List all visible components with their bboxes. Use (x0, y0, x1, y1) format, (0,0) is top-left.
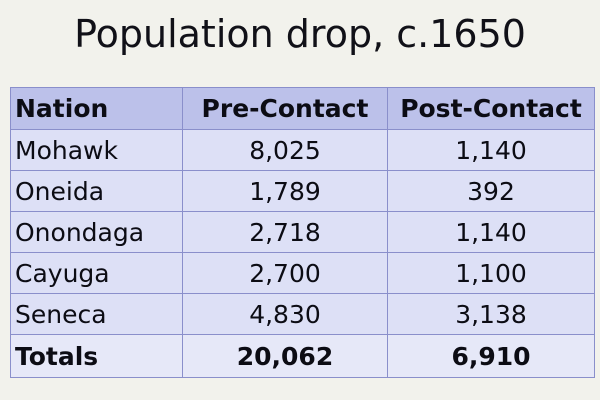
header-pre-contact: Pre-Contact (182, 87, 388, 130)
table-row: Oneida 1,789 392 (10, 170, 595, 212)
header-nation: Nation (10, 87, 183, 130)
slide-title: Population drop, c.1650 (74, 12, 526, 56)
cell-nation: Onondaga (10, 211, 183, 253)
cell-post-contact: 1,140 (387, 129, 595, 171)
cell-nation: Cayuga (10, 252, 183, 294)
header-post-contact: Post-Contact (387, 87, 595, 130)
population-table: Nation Pre-Contact Post-Contact Mohawk 8… (10, 87, 595, 378)
table-row: Onondaga 2,718 1,140 (10, 211, 595, 253)
cell-nation: Oneida (10, 170, 183, 212)
table-row: Cayuga 2,700 1,100 (10, 252, 595, 294)
cell-pre-contact: 1,789 (182, 170, 388, 212)
table-row: Seneca 4,830 3,138 (10, 293, 595, 335)
cell-pre-contact: 2,718 (182, 211, 388, 253)
cell-post-contact: 1,100 (387, 252, 595, 294)
cell-pre-contact: 8,025 (182, 129, 388, 171)
table-header-row: Nation Pre-Contact Post-Contact (10, 87, 595, 130)
cell-nation: Seneca (10, 293, 183, 335)
cell-pre-contact: 2,700 (182, 252, 388, 294)
totals-pre-contact: 20,062 (182, 334, 388, 378)
totals-post-contact: 6,910 (387, 334, 595, 378)
totals-row: Totals 20,062 6,910 (10, 334, 595, 378)
cell-post-contact: 3,138 (387, 293, 595, 335)
cell-post-contact: 1,140 (387, 211, 595, 253)
table-row: Mohawk 8,025 1,140 (10, 129, 595, 171)
cell-pre-contact: 4,830 (182, 293, 388, 335)
totals-label: Totals (10, 334, 183, 378)
cell-nation: Mohawk (10, 129, 183, 171)
cell-post-contact: 392 (387, 170, 595, 212)
